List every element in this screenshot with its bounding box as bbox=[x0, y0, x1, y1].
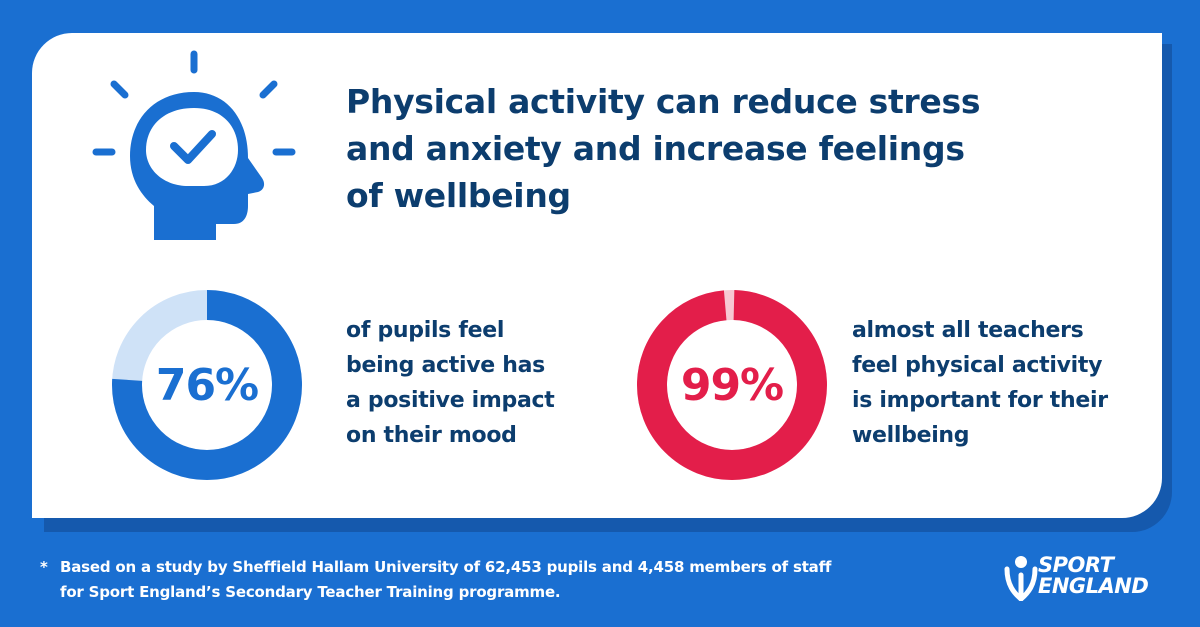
teachers-stat-line-3: is important for their bbox=[852, 388, 1108, 413]
teachers-stat-line-1: almost all teachers bbox=[852, 318, 1084, 343]
footnote-line-2: for Sport England’s Secondary Teacher Tr… bbox=[60, 583, 561, 601]
headline: Physical activity can reduce stress and … bbox=[346, 78, 1066, 219]
teachers-stat-text: almost all teachers feel physical activi… bbox=[852, 313, 1108, 453]
head-checkmark-icon bbox=[92, 50, 296, 240]
teachers-stat-line-4: wellbeing bbox=[852, 423, 970, 448]
headline-line-2: and anxiety and increase feelings bbox=[346, 129, 965, 168]
pupils-stat-line-3: a positive impact bbox=[346, 388, 555, 413]
teachers-donut-fill bbox=[637, 290, 827, 480]
footnote: * Based on a study by Sheffield Hallam U… bbox=[40, 555, 831, 605]
pupils-donut-fill bbox=[112, 290, 302, 480]
pupils-stat-line-4: on their mood bbox=[346, 423, 517, 448]
pupils-percent: 76% bbox=[155, 359, 259, 411]
sport-england-wordmark: SPORT ENGLAND bbox=[1038, 553, 1149, 598]
footnote-asterisk: * bbox=[40, 558, 48, 576]
sport-england-logo-icon bbox=[1004, 556, 1038, 601]
headline-line-1: Physical activity can reduce stress bbox=[346, 82, 981, 121]
footnote-line-1: Based on a study by Sheffield Hallam Uni… bbox=[60, 558, 832, 576]
teachers-stat-line-2: feel physical activity bbox=[852, 353, 1103, 378]
pupils-stat-line-2: being active has bbox=[346, 353, 545, 378]
headline-line-3: of wellbeing bbox=[346, 176, 571, 215]
teachers-donut-chart bbox=[637, 290, 827, 480]
pupils-stat-text: of pupils feel being active has a positi… bbox=[346, 313, 555, 453]
logo-line-2: ENGLAND bbox=[1038, 574, 1149, 598]
pupils-stat-line-1: of pupils feel bbox=[346, 318, 505, 343]
logo-line-1: SPORT bbox=[1038, 553, 1114, 577]
pupils-donut-chart bbox=[112, 290, 302, 480]
teachers-percent: 99% bbox=[680, 359, 784, 411]
